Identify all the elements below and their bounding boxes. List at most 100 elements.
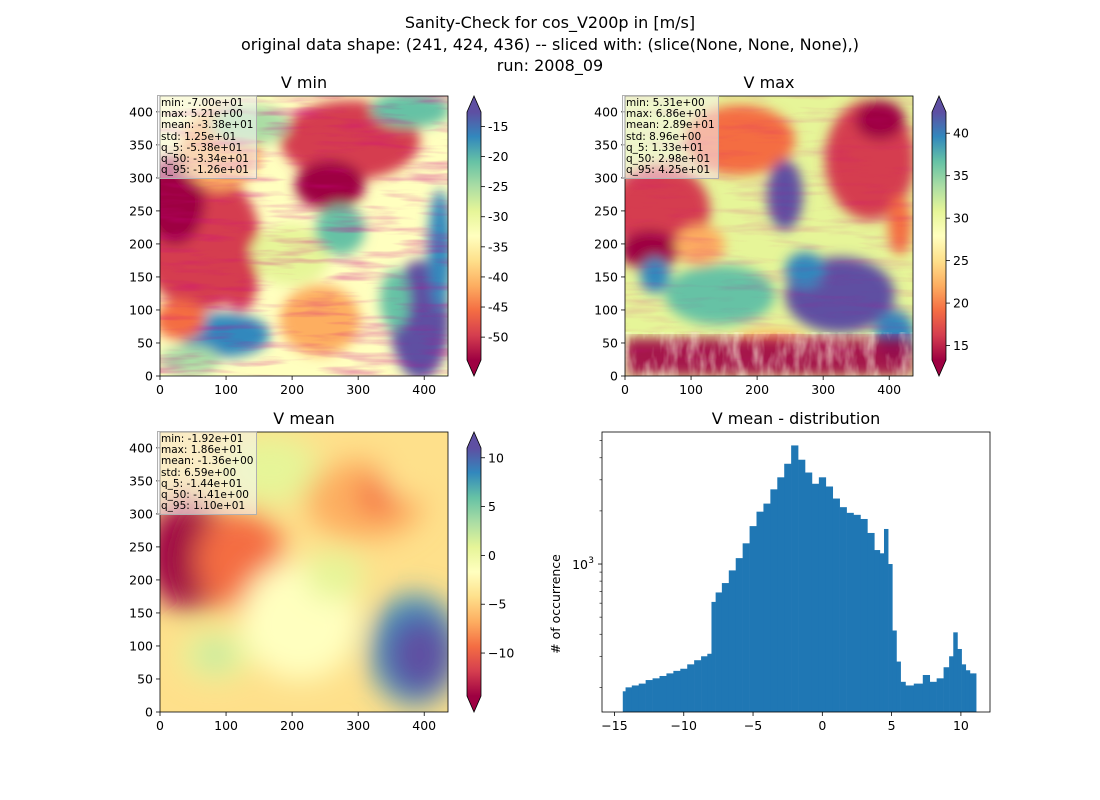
- colorbar-tick-label: -25: [488, 179, 508, 194]
- y-tick-label: 10: [572, 557, 588, 572]
- colorbar-tick-label: −10: [488, 646, 514, 661]
- y-tick-label: 250: [594, 203, 618, 218]
- x-tick-label: 300: [346, 382, 370, 397]
- histogram-bar: [839, 507, 847, 712]
- x-tick-label: 0: [156, 382, 164, 397]
- x-tick-label: 100: [679, 382, 703, 397]
- histogram-bar: [791, 445, 799, 712]
- colorbar-tick-label: 10: [488, 450, 504, 465]
- histogram-bar: [659, 675, 667, 712]
- x-tick-label: 200: [745, 382, 769, 397]
- figure-suptitle-line-2: original data shape: (241, 424, 436) -- …: [241, 35, 859, 54]
- stats-box-vmean: min: -1.92e+01 max: 1.86e+01 mean: -1.36…: [157, 431, 258, 516]
- histogram-bar: [622, 691, 626, 712]
- x-tick-label: −15: [601, 718, 627, 733]
- map-frame: [159, 431, 449, 713]
- x-tick-label: 300: [346, 718, 370, 733]
- colorbar-tick-label: -15: [488, 119, 508, 134]
- colorbar-tick-label: -30: [488, 209, 508, 224]
- stats-box-vmax: min: 5.31e+00 max: 6.86e+01 mean: 2.89e+…: [622, 95, 719, 180]
- y-tick-label: 300: [129, 170, 153, 185]
- panel-title: V min: [281, 73, 327, 92]
- histogram-bars: [622, 445, 977, 712]
- histogram-bar: [832, 498, 840, 712]
- colorbar-tick-label: -35: [488, 239, 508, 254]
- y-tick-label: 300: [129, 506, 153, 521]
- histogram-bar: [687, 664, 695, 712]
- stat-mean: mean: -1.36e+00: [161, 455, 254, 468]
- histogram-bar: [936, 678, 944, 712]
- histogram-bar: [874, 550, 881, 712]
- histogram-bar: [798, 459, 806, 712]
- heatmap-vmax: [625, 96, 913, 376]
- stat-min: min: -7.00e+01: [161, 97, 244, 109]
- histogram-bar: [707, 653, 712, 712]
- histogram-bar: [805, 472, 813, 712]
- histogram-bar: [818, 477, 827, 712]
- y-tick-label: 0: [145, 705, 153, 720]
- stat-q95: q_95: 4.25e+01: [626, 164, 711, 177]
- histogram-bar: [763, 503, 771, 712]
- y-tick-label: 100: [129, 302, 153, 317]
- histogram-bar: [784, 463, 792, 712]
- colorbar-tick-label: 5: [488, 499, 496, 514]
- stat-q5: q_5: -1.44e+01: [161, 477, 243, 490]
- colorbar-tick-label: -45: [488, 300, 508, 315]
- histogram-bar: [879, 553, 885, 712]
- histogram-bar: [883, 528, 889, 712]
- y-axis-label: # of occurrence: [548, 554, 563, 654]
- histogram-bar: [625, 687, 633, 712]
- histogram-bar: [770, 489, 778, 712]
- histogram-bar: [694, 660, 702, 712]
- histogram-bar: [888, 564, 893, 712]
- y-tick-label: 100: [594, 302, 618, 317]
- x-tick-label: 200: [280, 382, 304, 397]
- x-tick-label: 400: [412, 382, 436, 397]
- stat-min: min: -1.92e+01: [161, 433, 244, 445]
- histogram-bar: [777, 477, 785, 712]
- stat-q50: q_50: -1.41e+00: [161, 489, 249, 502]
- y-tick-label: 50: [137, 671, 153, 686]
- histogram-bar: [680, 668, 688, 712]
- histogram-bar: [957, 648, 962, 712]
- histogram-bar: [701, 656, 708, 712]
- colorbar-tick-label: 30: [953, 211, 969, 226]
- colorbar-tick-label: -50: [488, 330, 508, 345]
- stat-q5: q_5: 1.33e+01: [626, 141, 704, 154]
- x-tick-label: −10: [671, 718, 697, 733]
- histogram-bar: [825, 486, 834, 712]
- stat-mean: mean: -3.38e+01: [161, 119, 254, 132]
- histogram-bar: [735, 558, 743, 712]
- panel-title: V mean: [273, 409, 334, 428]
- histogram-bar: [811, 483, 820, 712]
- histogram-bar: [756, 511, 764, 712]
- histogram-bar: [961, 664, 967, 712]
- x-tick-label: 200: [280, 718, 304, 733]
- colorbar-tick-label: −5: [488, 597, 506, 612]
- histogram-bar: [638, 683, 646, 712]
- stat-q50: q_50: 2.98e+01: [626, 153, 711, 166]
- y-tick-label: 200: [594, 236, 618, 251]
- colorbar-tick-label: 20: [953, 296, 969, 311]
- histogram-bar: [742, 543, 750, 712]
- stat-std: std: 1.25e+01: [161, 130, 237, 143]
- colorbar-tick-label: 0: [488, 548, 496, 563]
- histogram-bar: [953, 632, 958, 712]
- stat-std: std: 8.96e+00: [626, 130, 702, 143]
- colorbar-tick-label: -40: [488, 269, 508, 284]
- x-tick-label: 0: [621, 382, 629, 397]
- y-tick-label: 150: [594, 269, 618, 284]
- y-tick-label: 200: [129, 236, 153, 251]
- histogram-bar: [645, 680, 653, 712]
- x-tick-label: 400: [412, 718, 436, 733]
- histogram-axes: [601, 431, 991, 713]
- x-tick-label: 0: [156, 718, 164, 733]
- y-tick-label: 200: [129, 572, 153, 587]
- stat-max: max: 6.86e+01: [626, 108, 708, 121]
- figure-suptitle-line-3: run: 2008_09: [496, 56, 604, 75]
- stat-max: max: 1.86e+01: [161, 444, 243, 457]
- colorbar-tick-label: 15: [953, 338, 969, 353]
- histogram-bar: [846, 512, 854, 712]
